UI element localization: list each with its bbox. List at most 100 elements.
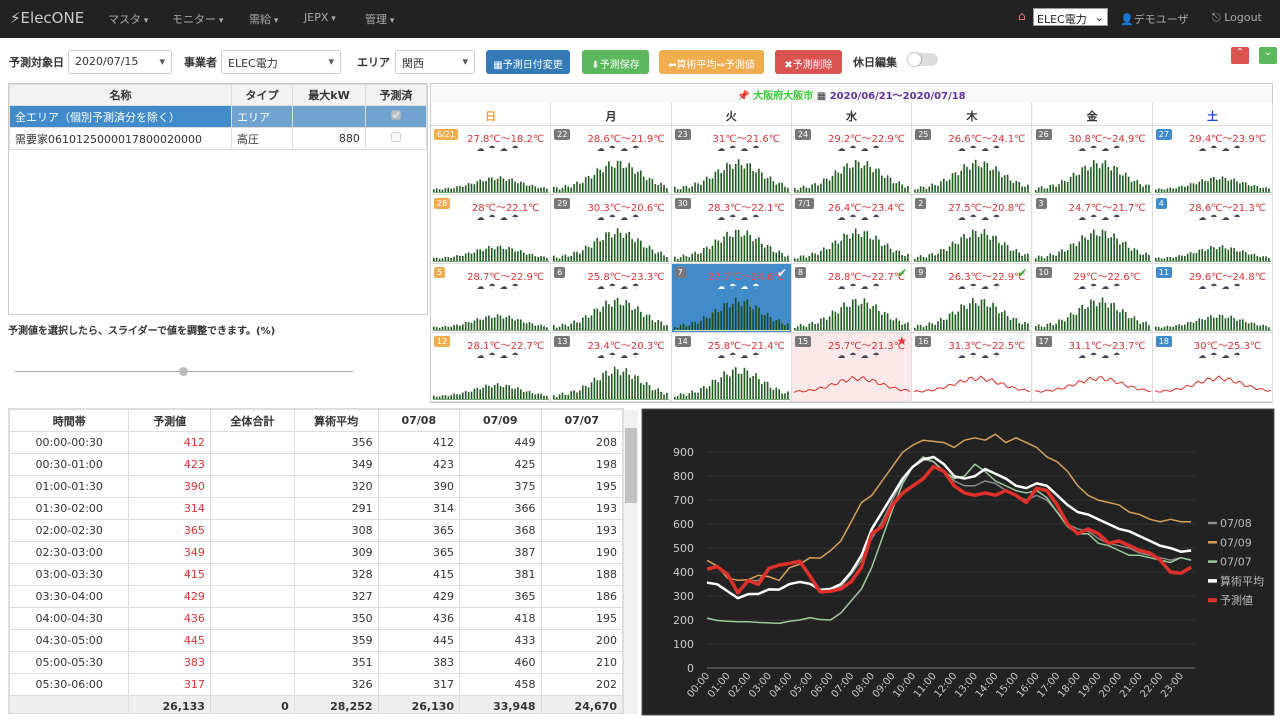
mini-bar	[783, 325, 786, 331]
mini-bar	[599, 241, 602, 262]
customer-row[interactable]: 全エリア（個別予測済分を除く） エリア	[9, 105, 428, 128]
mini-bar	[1078, 241, 1080, 262]
mini-bar	[464, 391, 467, 400]
day-cell[interactable]: 6/21 27.8℃〜18.2℃ ☁☂☁☂	[431, 126, 552, 195]
mini-bar	[531, 253, 534, 262]
day-cell[interactable]: 25 26.6℃〜24.1℃ ☁☂☁☂	[912, 126, 1033, 195]
day-cell[interactable]: 23 31℃〜21.6℃ ☁☂☁☂	[671, 126, 792, 195]
value-cell[interactable]: 365	[128, 519, 211, 542]
button-text[interactable]: 予測削除	[792, 60, 833, 71]
date-input[interactable]: 2020/07/15	[68, 50, 172, 74]
day-cell[interactable]: 18 30℃〜25.3℃ ☁☂☁☂	[1152, 333, 1274, 402]
mini-bar	[1078, 308, 1080, 331]
company-dropdown[interactable]: ELEC電力	[221, 50, 341, 74]
mini-bar	[602, 240, 605, 262]
mini-bar	[1083, 165, 1086, 193]
nav-menu[interactable]: マスタ	[108, 11, 148, 27]
column-header: 07/08	[377, 409, 461, 432]
toolbar-button[interactable]: ▦予測日付変更	[486, 50, 570, 74]
mini-bar	[983, 161, 986, 193]
day-cell[interactable]: 17 31.1℃〜23.7℃ ☁☂☁☂	[1032, 333, 1153, 402]
mini-bar	[737, 229, 739, 262]
logout[interactable]: ⎋ Logout	[1212, 11, 1262, 24]
weather-icons: ☁☂☁☂	[1198, 144, 1245, 153]
mini-bar	[1241, 250, 1244, 262]
mini-bar	[1049, 184, 1051, 193]
user[interactable]: 👤デモユーザ	[1120, 13, 1189, 26]
collapse-down[interactable]: ⌄	[1259, 47, 1277, 64]
nav-menu[interactable]: JEPX	[304, 11, 336, 24]
brand-text[interactable]: ElecONE	[20, 9, 85, 27]
day-cell[interactable]: 5 28.7℃〜22.9℃ ☁☂☁☂	[431, 264, 552, 333]
day-cell[interactable]: 14 25.8℃〜21.4℃ ☁☂☁☂	[671, 333, 792, 402]
day-cell[interactable]: 15 25.7℃〜21.3℃ ☁☂☁☂ ★	[791, 333, 913, 402]
mini-bar	[977, 166, 980, 193]
customer-row[interactable]: 需要家0610125000017800020000 高圧 880	[9, 127, 428, 150]
brand[interactable]: ⚡ElecONE	[10, 9, 85, 27]
button-text[interactable]: 予測日付変更	[502, 60, 563, 71]
day-cell[interactable]: 3 24.7℃〜21.7℃ ☁☂☁☂	[1032, 195, 1153, 264]
day-cell[interactable]: 26 30.8℃〜24.9℃ ☁☂☁☂	[1032, 126, 1153, 195]
mini-bar	[582, 250, 584, 262]
toolbar-button[interactable]: ⬅算術平均⇒予測値	[659, 50, 764, 74]
day-cell[interactable]: 2 27.5℃〜20.8℃ ☁☂☁☂	[912, 195, 1033, 264]
day-cell[interactable]: 4 28.6℃〜21.3℃ ☁☂☁☂	[1152, 195, 1274, 264]
holiday-toggle[interactable]	[908, 53, 938, 66]
mini-bar	[1069, 176, 1071, 193]
day-cell[interactable]: 28 28℃〜22.1℃ ☁☂☁☂	[431, 195, 552, 264]
day-cell[interactable]: 16 31.3℃〜22.5℃ ☁☂☁☂	[912, 333, 1033, 402]
day-cell[interactable]: 7 27.7℃〜24.6℃ ☁☂☁☂ ✔	[671, 264, 792, 333]
nav-menu[interactable]: 管理	[365, 11, 394, 27]
mini-bar	[453, 324, 455, 331]
mini-bar	[488, 385, 490, 400]
y-tick-label: 700	[673, 494, 694, 507]
mini-bar	[1046, 323, 1048, 331]
day-cell[interactable]: 7/1 26.4℃〜23.4℃ ☁☂☁☂	[791, 195, 913, 264]
mini-bar	[963, 234, 966, 262]
company-text[interactable]: ELEC電力	[228, 57, 278, 70]
weather-icons: ☁☂☁☂	[717, 351, 764, 360]
day-cell[interactable]: 29 30.3℃〜20.6℃ ☁☂☁☂	[551, 195, 672, 264]
day-cell[interactable]: 22 28.6℃〜21.9℃ ☁☂☁☂	[551, 126, 672, 195]
logout-text[interactable]: Logout	[1224, 11, 1262, 24]
company-select[interactable]: ELEC電力 ⌄	[1033, 8, 1108, 26]
day-cell[interactable]: 13 23.4℃〜20.3℃ ☁☂☁☂	[551, 333, 672, 402]
day-cell[interactable]: 8 28.8℃〜22.7℃ ☁☂☁☂ ✔	[791, 264, 913, 333]
mini-bar	[931, 183, 934, 193]
area-dropdown[interactable]: 関西	[395, 50, 475, 74]
button-text[interactable]: 予測保存	[599, 60, 640, 71]
mini-bar	[476, 387, 479, 400]
day-cell[interactable]: 12 28.1℃〜22.7℃ ☁☂☁☂	[431, 333, 552, 402]
value-cell[interactable]: 314	[128, 497, 211, 520]
day-cell[interactable]: 6 25.8℃〜23.3℃ ☁☂☁☂	[551, 264, 672, 333]
value-cell[interactable]: 412	[128, 431, 211, 454]
value-row: 05:00-05:30 383 351 383 460 210	[9, 651, 623, 674]
scroll-thumb[interactable]	[625, 428, 637, 503]
day-cell[interactable]: 30 28.3℃〜22.1℃ ☁☂☁☂	[671, 195, 792, 264]
slider-knob[interactable]	[179, 367, 188, 376]
mini-bar	[435, 188, 438, 193]
day-cell[interactable]: 24 29.2℃〜22.9℃ ☁☂☁☂	[791, 126, 913, 195]
company-select-text[interactable]: ELEC電力	[1037, 13, 1087, 26]
mini-bar	[608, 232, 610, 262]
toolbar-button[interactable]: ✖予測削除	[775, 50, 842, 74]
time-cell: 03:30-04:00	[9, 585, 130, 608]
mini-bar	[1154, 326, 1157, 331]
button-text[interactable]: 算術平均⇒予測値	[676, 60, 755, 71]
day-cell[interactable]: 27 29.4℃〜23.9℃ ☁☂☁☂	[1152, 126, 1274, 195]
temperature: 26.4℃〜23.4℃	[828, 203, 906, 214]
mini-bar	[1166, 188, 1168, 193]
day-cell[interactable]: 11 29.6℃〜24.8℃ ☁☂☁☂	[1152, 264, 1274, 333]
date-text[interactable]: 2020/07/15	[75, 55, 139, 68]
mini-bar	[857, 161, 860, 193]
mini-bar	[441, 258, 444, 262]
nav-menu[interactable]: 需給	[249, 11, 278, 27]
area-text[interactable]: 関西	[402, 57, 424, 70]
day-cell[interactable]: 9 26.3℃〜22.9℃ ☁☂☁☂ ✔	[912, 264, 1033, 333]
day-cell[interactable]: 10 29℃〜22.6℃ ☁☂☁☂	[1032, 264, 1153, 333]
user-text[interactable]: デモユーザ	[1133, 13, 1189, 26]
nav-menu[interactable]: モニター	[172, 11, 223, 27]
collapse-up[interactable]: ⌃	[1231, 47, 1249, 64]
mini-bar	[989, 239, 992, 262]
toolbar-button[interactable]: ⬇予測保存	[582, 50, 649, 74]
